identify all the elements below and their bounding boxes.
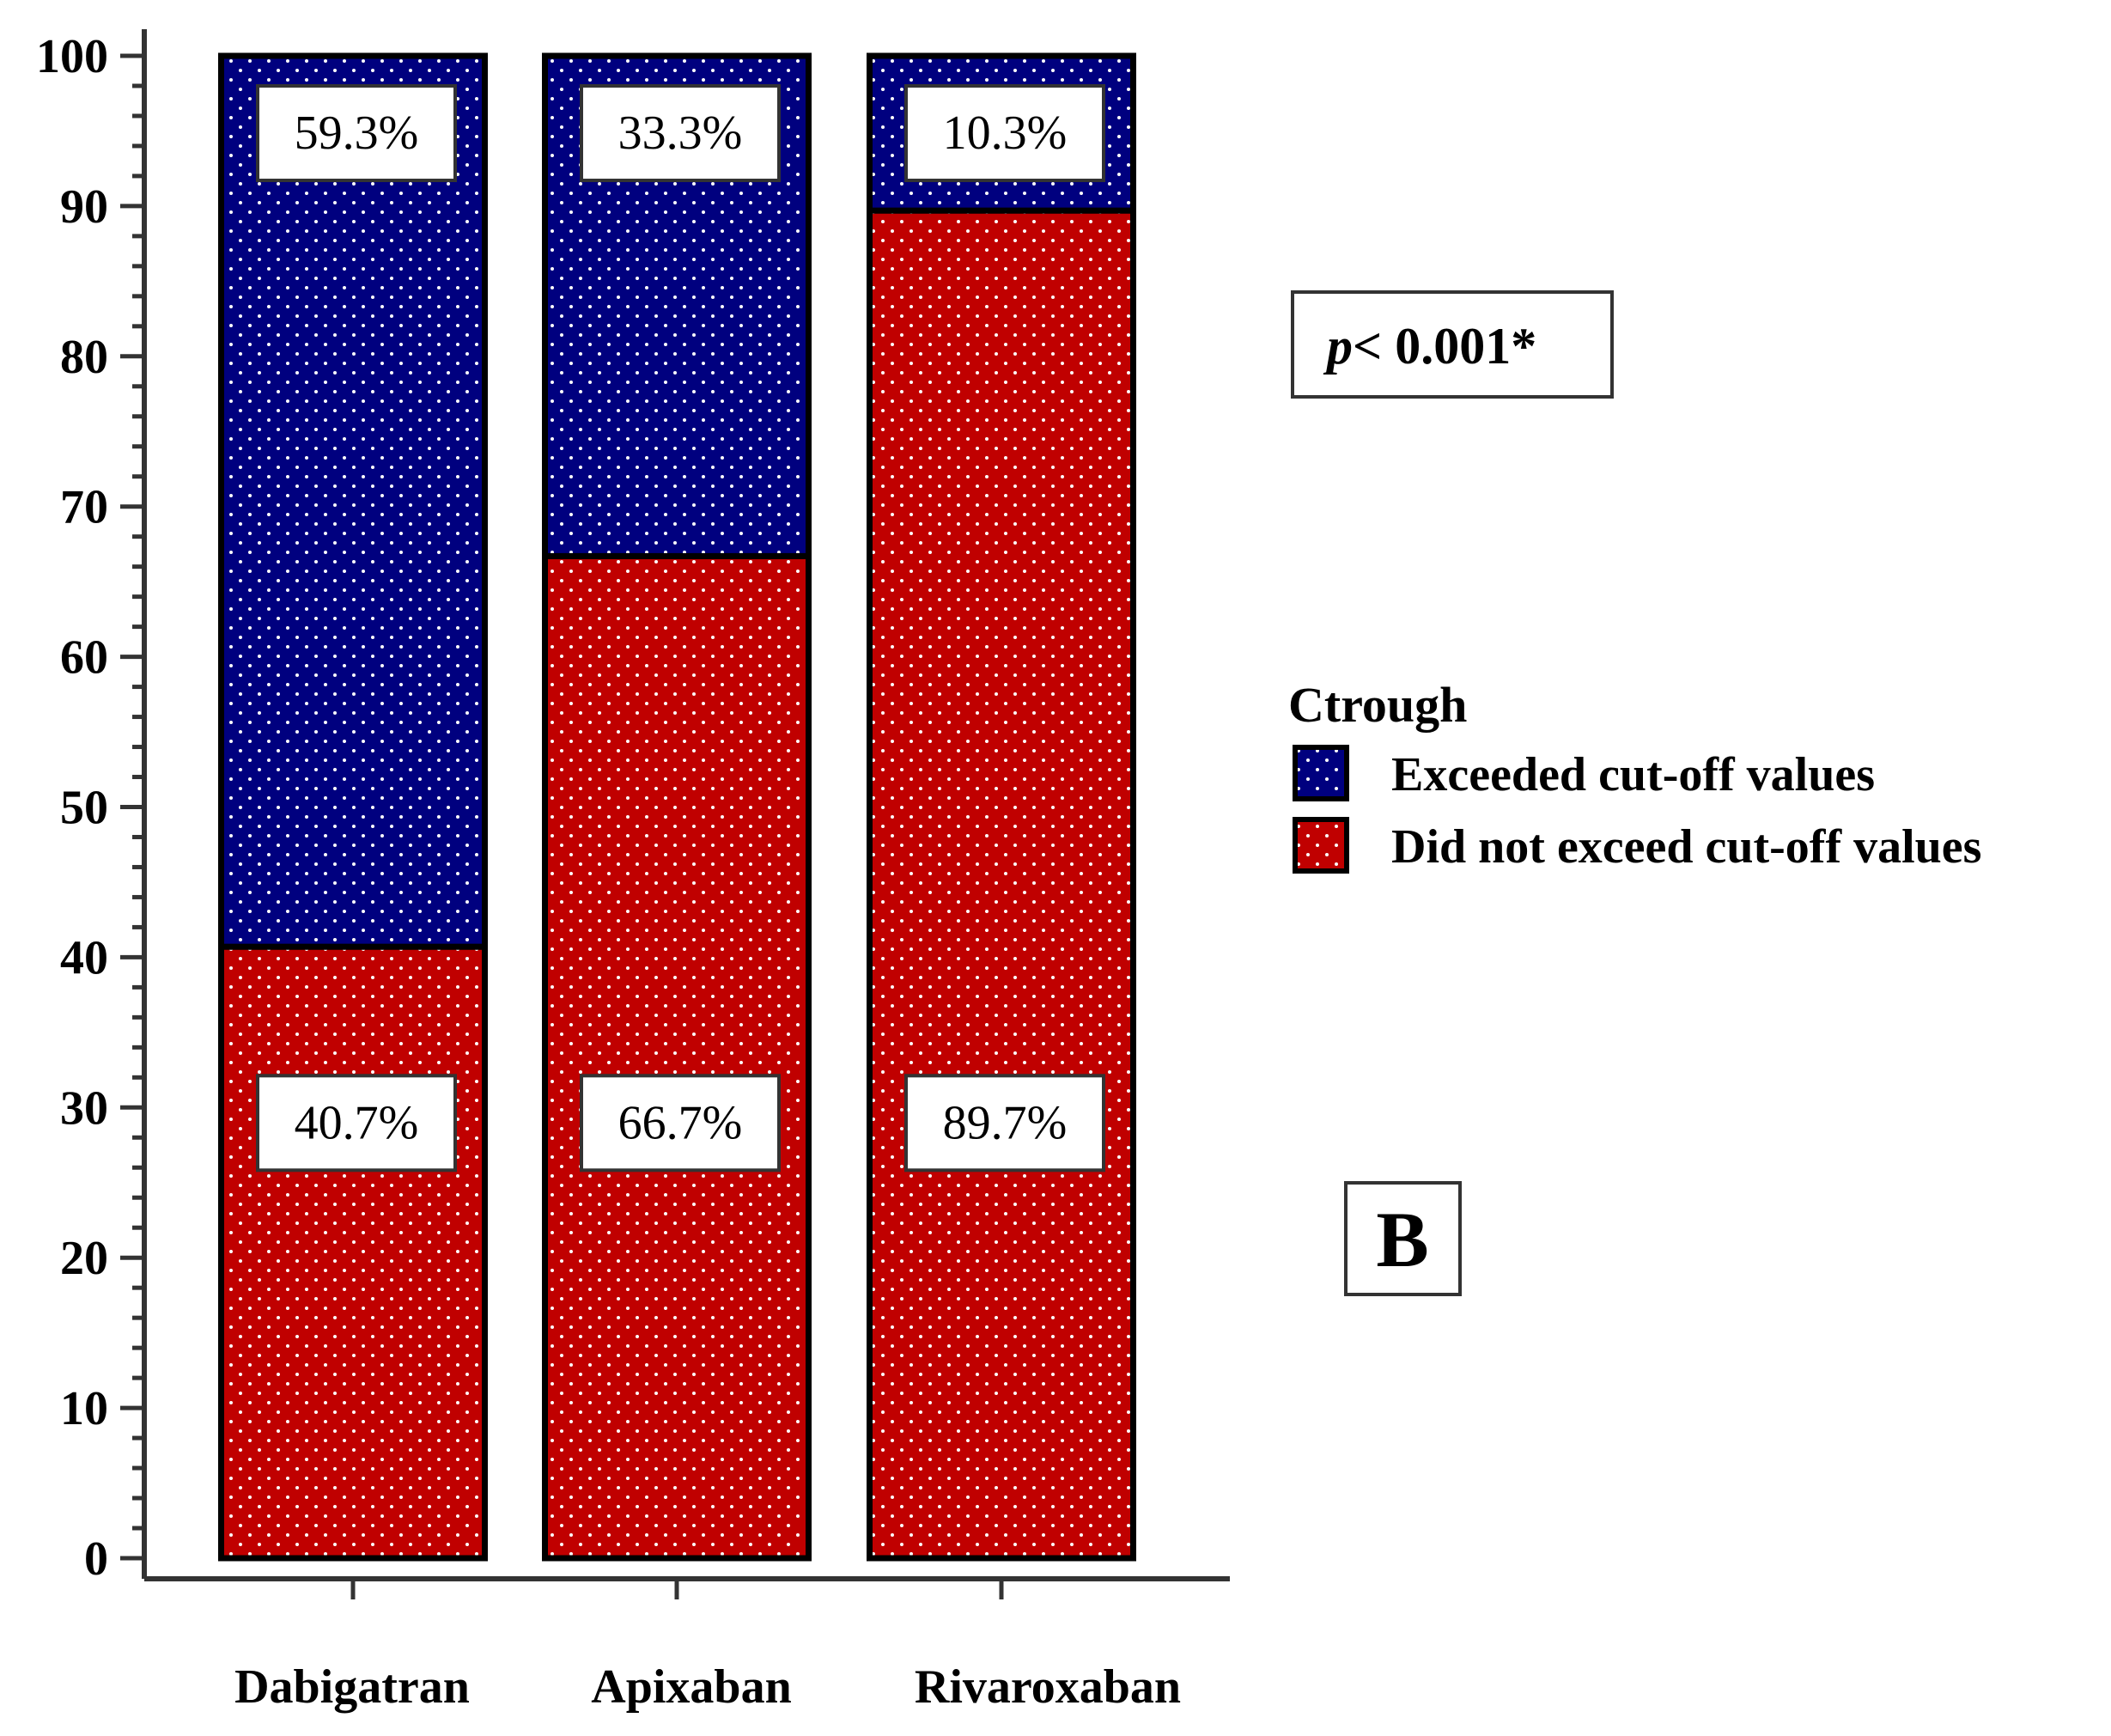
x-tick-label-apixaban: Apixaban	[591, 1660, 791, 1714]
bar-dabigatran-did-not-exceed-cut-off-values	[218, 943, 488, 1562]
data-labels-layer: 40.7% 59.3% 66.7% 33.3% 89.7% 10.3%	[256, 84, 1105, 1173]
p-symbol: p	[1323, 318, 1353, 375]
data-label-box	[904, 1074, 1105, 1173]
data-label-text: 10.3%	[943, 107, 1068, 160]
data-label-box	[256, 84, 457, 182]
bar-dabigatran-exceeded-cut-off-values-outline	[218, 52, 488, 950]
bar-apixaban-did-not-exceed-cut-off-values	[542, 552, 812, 1562]
data-label-box	[580, 84, 781, 182]
data-label-apixaban-exceeded-cut-off-values: 33.3%	[580, 84, 781, 182]
y-tick-label: 30	[60, 1081, 108, 1135]
legend-item-did-not-exceed-cut-off-values: Did not exceed cut-off values	[1293, 817, 1981, 874]
data-label-text: 89.7%	[943, 1096, 1068, 1149]
data-label-box	[904, 84, 1105, 182]
y-tick-label: 40	[60, 931, 108, 984]
p-value-box	[1291, 290, 1614, 399]
legend-item-exceeded-cut-off-values: Exceeded cut-off values	[1293, 745, 1875, 801]
legend: Ctrough Exceeded cut-off values Did not ex…	[1288, 677, 1981, 874]
bar-apixaban-did-not-exceed-cut-off-values-pattern	[544, 556, 809, 1558]
legend-swatch-outline	[1293, 817, 1349, 874]
x-tick-label-dabigatran: Dabigatran	[234, 1660, 470, 1714]
p-value-annotation: p< 0.001*	[1291, 290, 1614, 399]
p-value: < 0.001*	[1353, 318, 1536, 375]
y-tick-label: 0	[84, 1532, 108, 1586]
p-value-text: p< 0.001*	[1323, 318, 1536, 375]
y-tick-label: 80	[60, 331, 108, 384]
data-label-rivaroxaban-did-not-exceed-cut-off-values: 89.7%	[904, 1074, 1105, 1173]
legend-title: Ctrough	[1288, 677, 1467, 733]
y-tick-label: 70	[60, 481, 108, 534]
data-label-text: 66.7%	[618, 1096, 743, 1149]
legend-swatch-pattern	[1295, 819, 1347, 871]
annotations-layer: p< 0.001* B	[1291, 290, 1614, 1296]
panel-label-text: B	[1376, 1196, 1428, 1283]
legend-label: Exceeded cut-off values	[1391, 748, 1875, 801]
panel-label-box	[1344, 1181, 1462, 1296]
y-tick-label: 50	[60, 782, 108, 835]
bars-layer	[218, 52, 1136, 1562]
data-label-dabigatran-did-not-exceed-cut-off-values: 40.7%	[256, 1074, 457, 1173]
bar-dabigatran-exceeded-cut-off-values-pattern	[221, 56, 485, 947]
y-tick-label: 10	[60, 1382, 108, 1435]
data-label-box	[256, 1074, 457, 1173]
panel-label: B	[1344, 1181, 1462, 1296]
data-label-apixaban-did-not-exceed-cut-off-values: 66.7%	[580, 1074, 781, 1173]
bar-dabigatran-exceeded-cut-off-values	[218, 52, 488, 950]
bar-rivaroxaban-did-not-exceed-cut-off-values	[867, 207, 1136, 1562]
data-label-dabigatran-exceeded-cut-off-values: 59.3%	[256, 84, 457, 182]
bar-apixaban-exceeded-cut-off-values-outline	[542, 52, 812, 559]
y-tick-label: 90	[60, 180, 108, 234]
legend-label: Did not exceed cut-off values	[1391, 820, 1981, 874]
y-tick-label: 60	[60, 631, 108, 685]
data-label-rivaroxaban-exceeded-cut-off-values: 10.3%	[904, 84, 1105, 182]
y-tick-label: 20	[60, 1232, 108, 1285]
legend-swatch-outline	[1293, 745, 1349, 801]
bar-rivaroxaban-exceeded-cut-off-values-outline	[867, 52, 1136, 214]
y-tick-label: 100	[36, 30, 108, 83]
bar-rivaroxaban-did-not-exceed-cut-off-values-pattern	[869, 210, 1134, 1559]
data-label-text: 33.3%	[618, 107, 743, 160]
legend-swatch-pattern	[1295, 747, 1347, 799]
data-label-box	[580, 1074, 781, 1173]
data-label-text: 59.3%	[295, 107, 419, 160]
axes-layer: 0 10 20 30 40 50 60 70 80 90 100 Dabigatran Apixaban…	[36, 29, 1230, 1714]
x-tick-label-rivaroxaban: Rivaroxaban	[915, 1660, 1181, 1714]
bar-dabigatran-did-not-exceed-cut-off-values-pattern	[221, 947, 485, 1558]
data-label-text: 40.7%	[295, 1096, 419, 1149]
